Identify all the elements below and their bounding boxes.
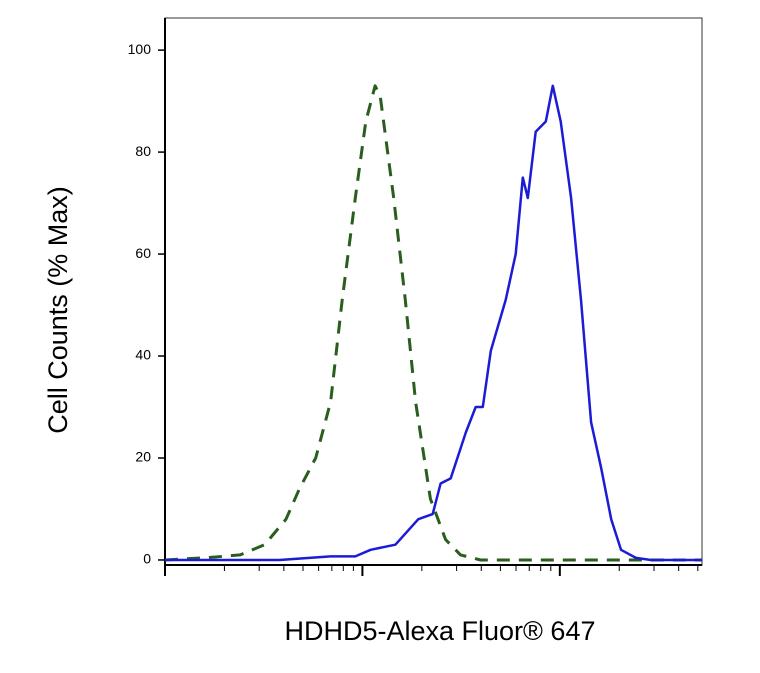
y-tick-label: 0 [143, 551, 151, 567]
plot-frame [164, 17, 703, 566]
y-axis-label: Cell Counts (% Max) [43, 186, 73, 434]
x-axis-label: HDHD5-Alexa Fluor® 647 [284, 616, 595, 646]
series-line [165, 84, 702, 562]
y-tick-label: 80 [135, 143, 151, 159]
y-tick-label: 40 [135, 347, 151, 363]
series-line [164, 84, 702, 562]
y-tick-label: 20 [135, 449, 151, 465]
y-tick-label: 60 [135, 245, 151, 261]
y-tick-label: 100 [128, 41, 152, 57]
